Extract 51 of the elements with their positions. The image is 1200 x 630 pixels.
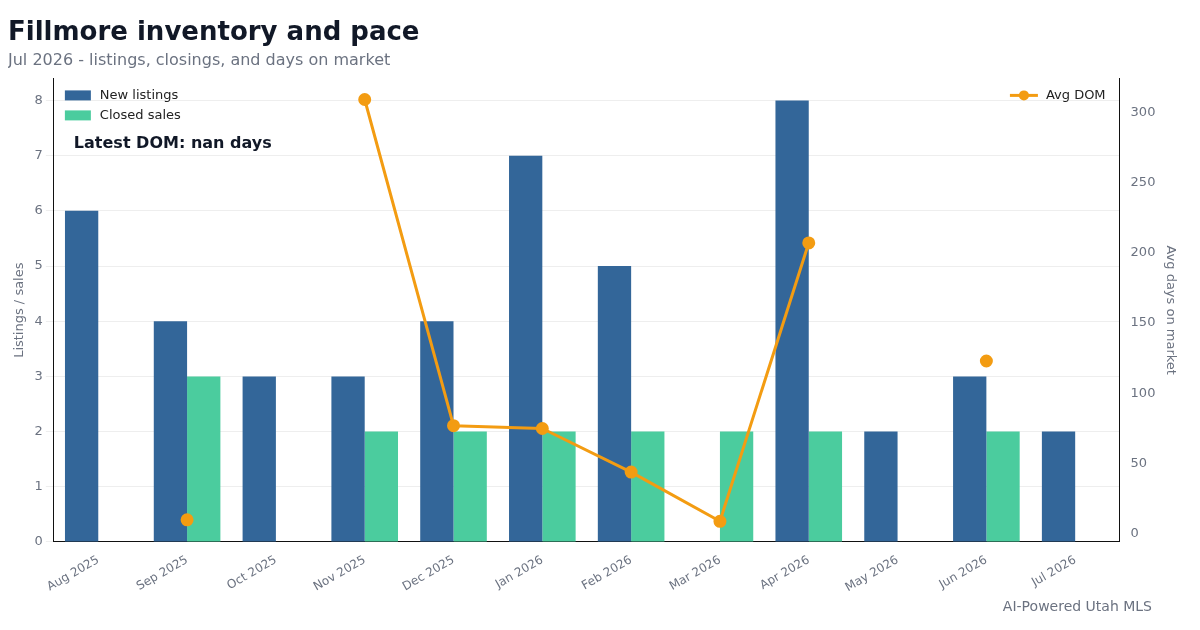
y-tick-label: 8 xyxy=(34,91,43,107)
bar xyxy=(242,376,276,542)
y2-tick-label: 300 xyxy=(1130,103,1156,119)
chart-title: Fillmore inventory and pace xyxy=(8,16,420,47)
bar xyxy=(453,431,487,542)
point xyxy=(447,419,461,433)
y-tick-label: 0 xyxy=(34,533,43,549)
y2-tick-label: 150 xyxy=(1130,314,1156,330)
bar xyxy=(420,321,454,542)
bar xyxy=(808,431,843,542)
text: AI-Powered Utah MLS xyxy=(1001,598,1153,614)
y2-axis-title: Avg days on market xyxy=(1163,245,1179,375)
bar xyxy=(1041,431,1076,542)
y2-tick-label: 50 xyxy=(1130,455,1148,471)
y-tick-label: 7 xyxy=(34,147,43,163)
bar xyxy=(775,100,809,542)
point xyxy=(535,421,549,435)
legend-label: Avg DOM xyxy=(1045,86,1106,102)
y2-tick-label: 250 xyxy=(1130,173,1156,189)
annotation: Latest DOM: nan days xyxy=(73,132,272,152)
y2-tick-label: 100 xyxy=(1130,384,1156,400)
y-axis-title: Listings / sales xyxy=(11,262,27,358)
y-tick-label: 3 xyxy=(34,367,43,383)
legend-label: New listings xyxy=(99,86,179,102)
point xyxy=(713,514,727,528)
bar xyxy=(864,431,898,542)
y-tick-label: 4 xyxy=(34,312,43,328)
y-tick-label: 5 xyxy=(34,257,43,273)
bar xyxy=(631,431,665,542)
bar xyxy=(542,431,576,542)
point xyxy=(180,513,194,527)
chart-subtitle: Jul 2026 - listings, closings, and days on market xyxy=(7,49,391,69)
bar xyxy=(64,210,99,542)
point xyxy=(358,92,372,106)
point xyxy=(624,465,638,479)
point xyxy=(979,354,993,368)
bar xyxy=(986,431,1020,542)
y-tick-label: 6 xyxy=(34,202,43,218)
bar xyxy=(153,321,188,542)
bar xyxy=(187,376,221,542)
y2-tick-label: 200 xyxy=(1130,244,1156,260)
bar xyxy=(331,376,365,542)
bar xyxy=(509,155,543,542)
y-tick-label: 1 xyxy=(34,478,43,494)
y-tick-label: 2 xyxy=(34,422,43,438)
legend-label: Closed sales xyxy=(99,106,182,122)
bar xyxy=(364,431,399,542)
point xyxy=(802,236,816,250)
y2-tick-label: 0 xyxy=(1130,525,1139,541)
bar xyxy=(597,266,632,542)
bar xyxy=(953,376,987,542)
